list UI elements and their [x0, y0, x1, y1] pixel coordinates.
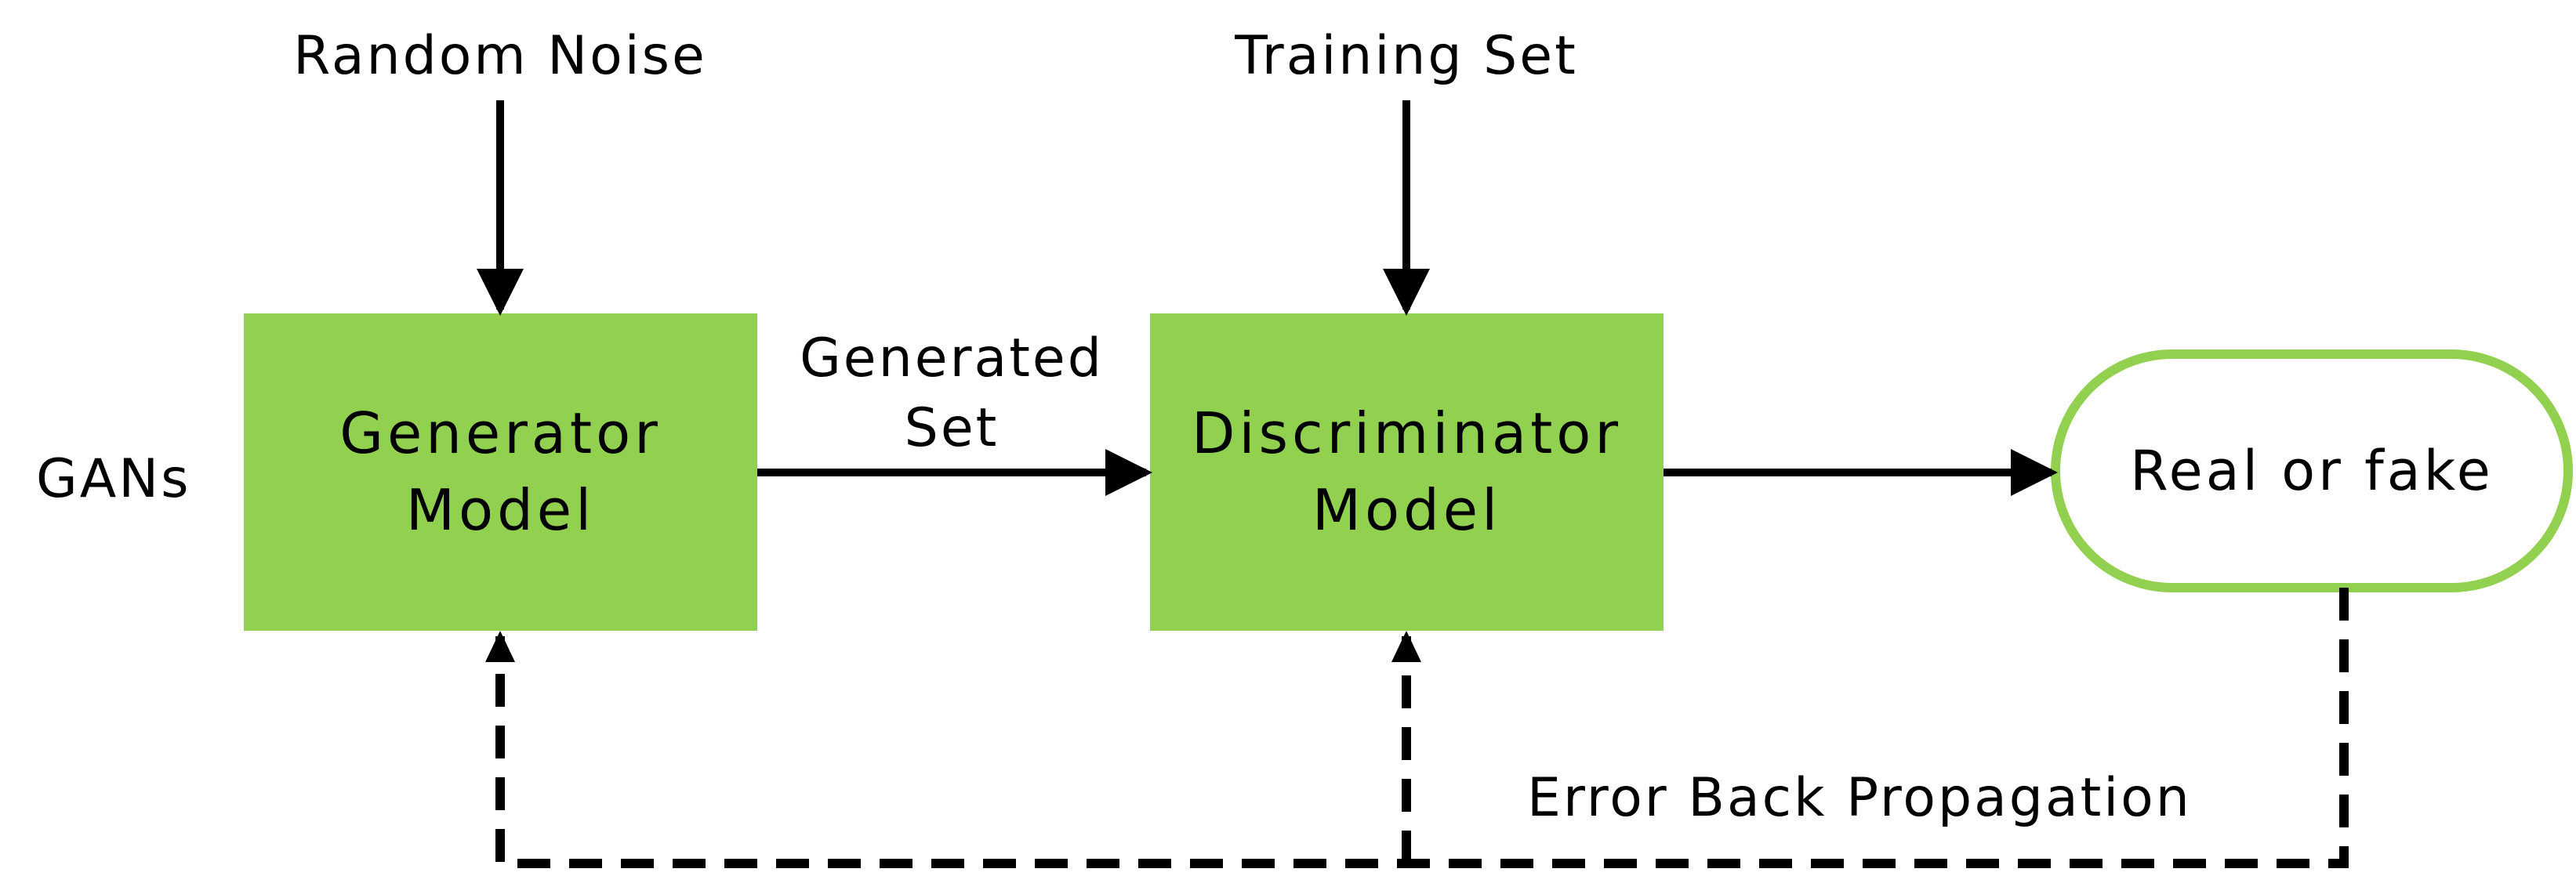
generated-set-line2: Set — [904, 396, 1000, 459]
error-back-propagation-label: Error Back Propagation — [1527, 767, 2192, 829]
real-or-fake-text: Real or fake — [2130, 438, 2494, 503]
discriminator-label: Discriminator Model — [1150, 313, 1664, 631]
generator-label-line1: Generator — [339, 400, 662, 467]
generator-label: Generator Model — [244, 313, 757, 631]
generator-label-line2: Model — [405, 476, 596, 543]
generated-set-label: Generated Set — [757, 321, 1146, 466]
discriminator-label-line1: Discriminator — [1192, 400, 1622, 467]
discriminator-box — [1150, 313, 1664, 631]
error-feedback-main-path — [495, 588, 2349, 868]
generated-set-line1: Generated — [800, 328, 1104, 390]
generator-box — [244, 313, 757, 631]
real-or-fake-label: Real or fake — [2055, 354, 2568, 588]
discriminator-feedback-arrowhead — [1391, 631, 1421, 662]
side-label: GANs — [36, 448, 191, 510]
generator-feedback-arrowhead — [485, 631, 515, 662]
random-noise-label: Random Noise — [293, 25, 707, 87]
discriminator-label-line2: Model — [1312, 476, 1502, 543]
training-set-label: Training Set — [1235, 25, 1578, 87]
